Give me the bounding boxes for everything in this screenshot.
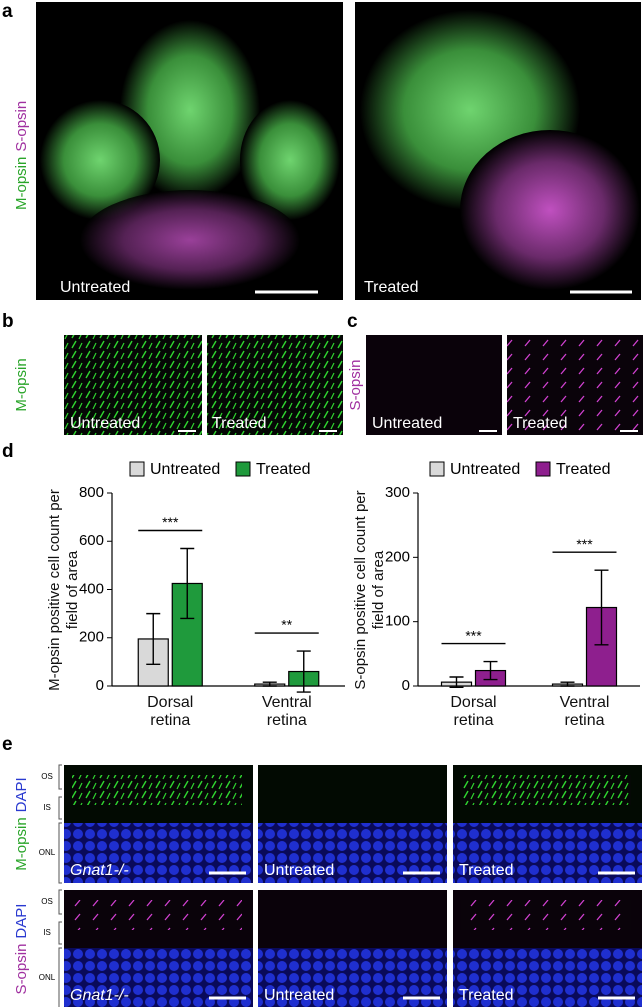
image-label: Untreated (70, 415, 140, 432)
image (507, 335, 643, 435)
layer-label: OS (41, 772, 53, 781)
error-bar (594, 569, 609, 646)
x-tick-label: Dorsal retina (147, 694, 194, 729)
axis-label: M-opsin S-opsin (13, 101, 30, 210)
panel-label: a (2, 1, 13, 22)
image-label: Untreated (372, 415, 442, 432)
panel-label: b (2, 311, 14, 332)
x-tick-label: Ventral retina (261, 694, 312, 729)
image-label: Treated (364, 279, 419, 296)
image-label: Treated (459, 987, 514, 1004)
bracket (58, 947, 62, 1007)
image-layer (72, 900, 242, 930)
row-label: S-opsin DAPI (13, 904, 30, 995)
image (366, 335, 502, 435)
legend-label: Untreated (150, 461, 220, 478)
image-label: Treated (513, 415, 568, 432)
label: S-opsin (13, 944, 30, 995)
image (64, 335, 202, 435)
error-bar (262, 681, 277, 687)
y-axis-label: M-opsin positive cell count per field of… (46, 488, 81, 691)
y-axis-label: S-opsin positive cell count per field of… (352, 489, 387, 690)
image-region (80, 190, 300, 290)
layer-label: IS (43, 803, 51, 812)
image-label: Untreated (264, 987, 334, 1004)
error-bar (483, 660, 498, 681)
label: M-opsin (13, 817, 30, 870)
layer-label: ONL (39, 848, 56, 857)
legend-swatch (129, 461, 145, 477)
image (207, 335, 343, 435)
bracket (58, 889, 62, 915)
image-layer (461, 900, 631, 930)
layer-label: OS (41, 897, 53, 906)
label: S-opsin (347, 360, 364, 411)
bracket (58, 822, 62, 884)
y-tick-label: 0 (402, 677, 410, 694)
y-tick-label: 300 (385, 484, 410, 501)
legend-swatch (535, 461, 551, 477)
label: M-opsin (13, 358, 30, 411)
legend-label: Treated (556, 461, 611, 478)
y-tick-label: 600 (79, 532, 104, 549)
image-region (40, 100, 160, 220)
row-label: M-opsin DAPI (13, 777, 30, 870)
legend-swatch (235, 461, 251, 477)
significance-label: ** (281, 617, 292, 633)
y-tick-label: 200 (79, 629, 104, 646)
y-tick-label: 200 (385, 548, 410, 565)
x-tick-label: Ventral retina (559, 694, 610, 729)
error-bar (146, 612, 161, 665)
bracket (58, 764, 62, 790)
legend-label: Untreated (450, 461, 520, 478)
legend-swatch (429, 461, 445, 477)
bracket (58, 921, 62, 945)
image-label: Treated (459, 862, 514, 879)
image-label: Untreated (264, 862, 334, 879)
significance-label: *** (576, 536, 593, 552)
error-bar (560, 681, 575, 687)
image-region (460, 130, 640, 290)
error-bar (449, 676, 464, 688)
panel-label: d (2, 441, 14, 462)
image-label: Untreated (60, 279, 130, 296)
legend-label: Treated (256, 461, 311, 478)
image-layer (72, 775, 242, 805)
panel-label: e (2, 734, 13, 755)
image-layer (461, 775, 631, 805)
significance-label: *** (162, 514, 179, 530)
y-tick-label: 800 (79, 484, 104, 501)
image-label: Gnat1-/- (70, 862, 129, 879)
significance-label: *** (465, 627, 482, 643)
label: DAPI (13, 904, 30, 939)
layer-label: ONL (39, 973, 56, 982)
label: S-opsin (13, 101, 30, 152)
error-bar (180, 547, 195, 620)
image-region (240, 100, 340, 220)
image-label: Gnat1-/- (70, 987, 129, 1004)
x-tick-label: Dorsal retina (450, 694, 497, 729)
y-tick-label: 400 (79, 580, 104, 597)
layer-label: IS (43, 928, 51, 937)
error-bar (296, 650, 311, 693)
bracket (58, 796, 62, 820)
y-tick-label: 0 (96, 677, 104, 694)
label: M-opsin (13, 157, 30, 210)
label: DAPI (13, 777, 30, 812)
panel-label: c (347, 311, 358, 332)
y-tick-label: 100 (385, 613, 410, 630)
image-label: Treated (212, 415, 267, 432)
